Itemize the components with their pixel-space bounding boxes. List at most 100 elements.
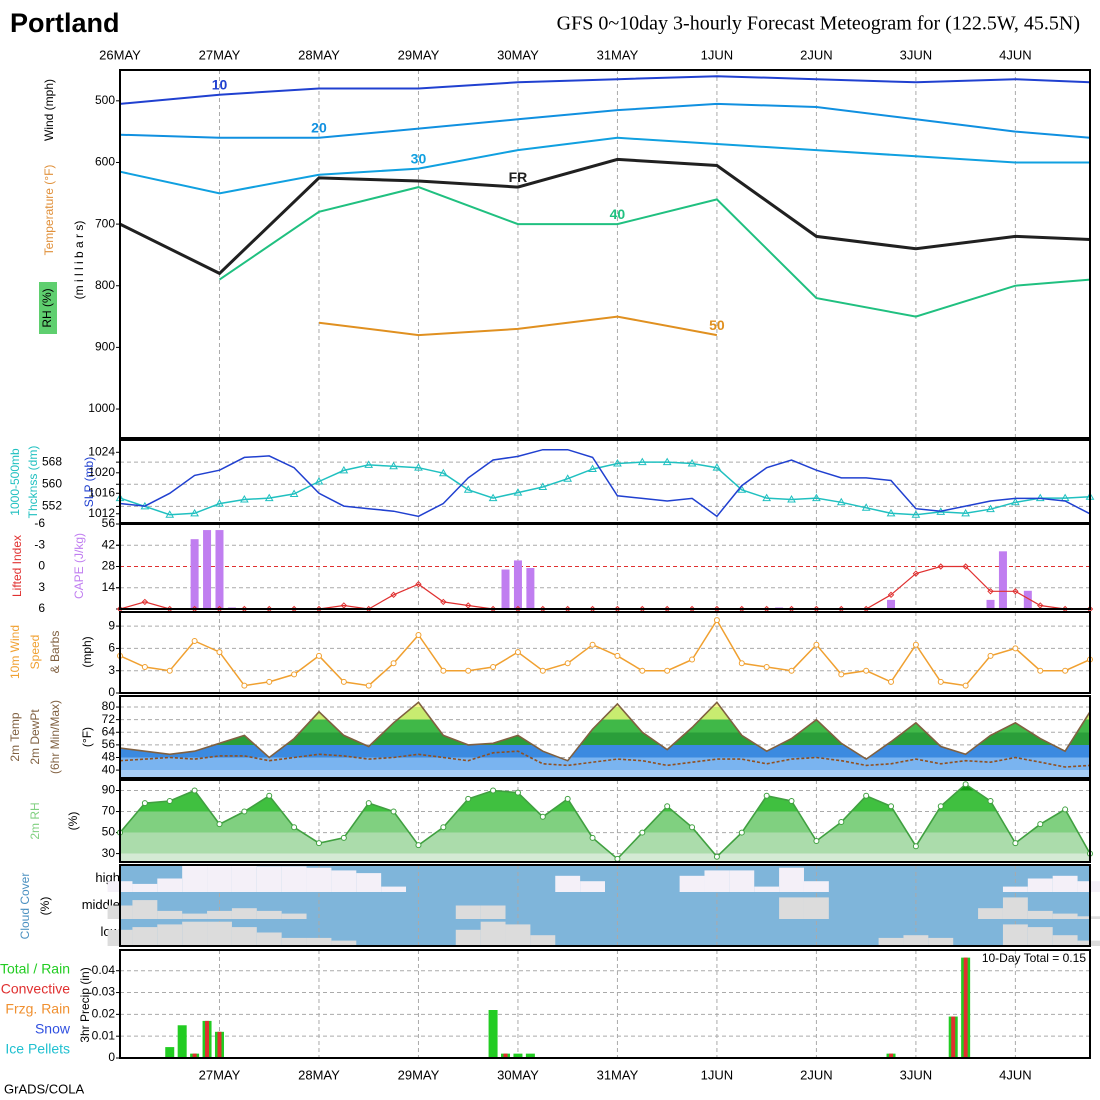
bar [203,530,212,609]
marker [538,482,548,491]
marker [888,803,895,810]
marker [912,641,919,648]
cloud-bar [779,867,804,892]
marker [788,798,795,805]
series-line [119,618,1091,687]
y-tick-label: 600 [95,155,115,169]
bar [526,568,535,609]
marker [863,667,870,674]
label: (m i l l i b a r s) [72,221,86,300]
marker [987,652,994,659]
marker [440,667,447,674]
y-tick-label: 48 [102,750,116,764]
label: 10m Wind [8,625,22,679]
cloud-bar [978,908,1003,919]
marker [291,671,298,678]
cloud-bar [281,866,307,892]
panel-labels: Wind (mph) Temperature (°F) RH (%) (m i … [8,79,96,1043]
cloud-bar [505,924,531,946]
cloud-bar [1002,897,1028,919]
marker [289,489,299,497]
cloud-bar [231,908,257,919]
marker [664,803,671,810]
marker [962,682,969,689]
marker [440,598,447,606]
cloud-bar [331,870,357,892]
marker [1012,588,1019,595]
marker [415,632,422,639]
marker [689,656,696,663]
marker [738,829,745,836]
date-label: 27MAY [199,1067,241,1082]
bar [501,569,510,609]
y2-tick-label: 1024 [88,444,115,458]
cloud-bar [1052,875,1078,892]
cloud-bar [803,897,829,919]
marker [339,465,349,474]
marker [1011,497,1020,506]
area [120,702,1090,778]
marker [986,504,995,513]
cloud-bar [1027,927,1053,946]
marker [763,792,770,799]
marker [662,457,672,466]
y-tick-label: 80 [102,699,116,713]
cloud-bar [256,910,282,919]
cloud-bar [157,924,183,946]
panel-bg [120,950,1090,1058]
marker [215,499,224,507]
marker [987,798,994,805]
label: 1000-500mb [8,448,22,516]
date-label: 27MAY [199,47,241,62]
label: CAPE (J/kg) [72,533,86,599]
marker [614,652,621,659]
marker [165,510,175,518]
cloud-bar [381,886,407,892]
marker [166,667,173,674]
bar [986,599,995,609]
y2-tick-label: 1020 [88,465,115,479]
cloud-bar [455,905,481,919]
marker [1012,645,1019,652]
marker [911,510,921,518]
marker [962,563,969,570]
bar [513,1053,523,1058]
cloud-bar [132,900,158,919]
marker [365,682,372,689]
cloud-bar [530,935,556,946]
cloud-bar [1027,878,1053,892]
marker [539,667,546,674]
label: (6hr Min/Max) [48,700,62,774]
marker [962,781,969,788]
y-tick-label: 56 [102,516,116,530]
annotation: 10-Day Total = 0.15 [982,951,1087,965]
y-tick-label: 40 [102,762,116,776]
marker [141,598,149,606]
marker [364,460,374,468]
y-tick-label: 6 [108,641,115,655]
contour-label: 40 [610,206,626,222]
marker [1037,667,1044,674]
marker [937,563,944,570]
marker [389,461,398,470]
cloud-bar [182,865,208,892]
marker [738,660,745,667]
marker [589,641,596,648]
marker [216,649,223,656]
marker [465,795,472,802]
marker [613,459,622,467]
contour-label: 20 [311,120,327,136]
area [120,784,1090,862]
label: Wind (mph) [42,79,56,141]
marker [166,798,173,805]
panel-bg [120,70,1090,438]
marker [564,660,571,667]
cloud-bar [1052,935,1078,946]
label: & Barbs [48,631,62,674]
y-tick-label: 900 [95,340,115,354]
contour-line [318,315,718,337]
cloud-bar [1027,910,1053,919]
y-tick-label: 552 [42,499,62,513]
label: 2m Temp [8,712,22,761]
marker [863,792,870,799]
